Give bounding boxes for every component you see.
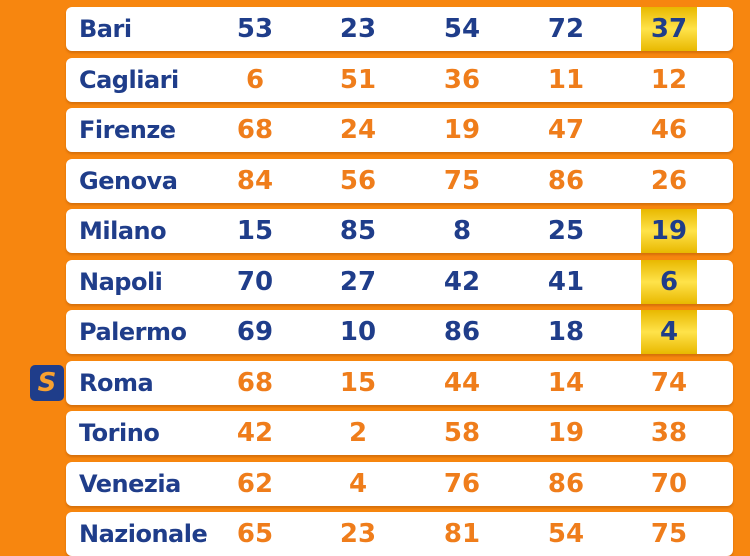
- result-row-napoli: Napoli 70 27 42 41 6: [66, 259, 733, 304]
- drawn-number: 19: [641, 209, 697, 253]
- drawn-number: 70: [236, 266, 274, 297]
- city-name: Milano: [79, 217, 167, 245]
- city-name: Genova: [79, 166, 178, 195]
- city-name: Torino: [79, 419, 160, 447]
- drawn-number: 25: [547, 216, 585, 246]
- drawn-number: 24: [339, 115, 377, 145]
- drawn-number: 69: [236, 317, 274, 347]
- drawn-number: 81: [443, 519, 481, 549]
- drawn-number: 86: [547, 165, 585, 196]
- city-name: Venezia: [79, 469, 181, 498]
- drawn-number: 36: [443, 64, 481, 95]
- city-name: Napoli: [79, 267, 163, 296]
- drawn-number: 72: [547, 14, 585, 44]
- drawn-number: 19: [547, 418, 585, 448]
- drawn-number: 10: [339, 317, 377, 347]
- result-row-firenze: Firenze 68 24 19 47 46: [66, 108, 733, 152]
- drawn-number: 37: [641, 7, 697, 51]
- drawn-number: 23: [339, 519, 377, 549]
- drawn-number: 74: [650, 367, 688, 398]
- drawn-number: 23: [339, 14, 377, 44]
- drawn-number: 12: [650, 64, 688, 95]
- result-row-roma: Roma 68 15 44 14 74: [66, 360, 733, 405]
- superenalotto-s-icon: S: [30, 364, 64, 401]
- drawn-number: 8: [452, 216, 472, 246]
- drawn-number: 15: [236, 216, 274, 246]
- drawn-number: 6: [245, 64, 265, 95]
- city-name: Bari: [79, 15, 132, 43]
- drawn-number: 70: [650, 468, 688, 499]
- drawn-number: 68: [236, 367, 274, 398]
- drawn-number: 65: [236, 519, 274, 549]
- drawn-number: 86: [443, 317, 481, 347]
- city-name: Palermo: [79, 318, 187, 346]
- drawn-number: 18: [547, 317, 585, 347]
- result-row-torino: Torino 42 2 58 19 38: [66, 411, 733, 455]
- drawn-number: 51: [339, 64, 377, 95]
- city-name: Nazionale: [79, 520, 208, 548]
- drawn-number: 56: [339, 165, 377, 196]
- drawn-number: 26: [650, 165, 688, 196]
- drawn-number: 76: [443, 468, 481, 499]
- drawn-number: 4: [641, 310, 697, 354]
- drawn-number: 2: [348, 418, 368, 448]
- drawn-number: 19: [443, 115, 481, 145]
- drawn-number: 11: [547, 64, 585, 95]
- result-row-cagliari: Cagliari 6 51 36 11 12: [66, 57, 733, 102]
- city-name: Cagliari: [79, 65, 179, 94]
- drawn-number: 44: [443, 367, 481, 398]
- drawn-number: 53: [236, 14, 274, 44]
- drawn-number: 85: [339, 216, 377, 246]
- drawn-number: 84: [236, 165, 274, 196]
- city-name: Firenze: [79, 116, 176, 144]
- drawn-number: 75: [650, 519, 688, 549]
- drawn-number: 42: [236, 418, 274, 448]
- result-row-nazionale: Nazionale 65 23 81 54 75: [66, 512, 733, 556]
- drawn-number: 54: [443, 14, 481, 44]
- drawn-number: 46: [650, 115, 688, 145]
- drawn-number: 41: [547, 266, 585, 297]
- drawn-number: 68: [236, 115, 274, 145]
- drawn-number: 62: [236, 468, 274, 499]
- result-row-palermo: Palermo 69 10 86 18 4: [66, 310, 733, 354]
- drawn-number: 6: [641, 259, 697, 304]
- drawn-number: 54: [547, 519, 585, 549]
- drawn-number: 75: [443, 165, 481, 196]
- drawn-number: 4: [348, 468, 368, 499]
- drawn-number: 38: [650, 418, 688, 448]
- result-row-bari: Bari 53 23 54 72 37: [66, 7, 733, 51]
- drawn-number: 47: [547, 115, 585, 145]
- drawn-number: 42: [443, 266, 481, 297]
- drawn-number: 27: [339, 266, 377, 297]
- result-row-genova: Genova 84 56 75 86 26: [66, 158, 733, 203]
- city-name: Roma: [79, 368, 154, 397]
- drawn-number: 86: [547, 468, 585, 499]
- drawn-number: 58: [443, 418, 481, 448]
- drawn-number: 14: [547, 367, 585, 398]
- result-row-venezia: Venezia 62 4 76 86 70: [66, 461, 733, 506]
- result-row-milano: Milano 15 85 8 25 19: [66, 209, 733, 253]
- drawn-number: 15: [339, 367, 377, 398]
